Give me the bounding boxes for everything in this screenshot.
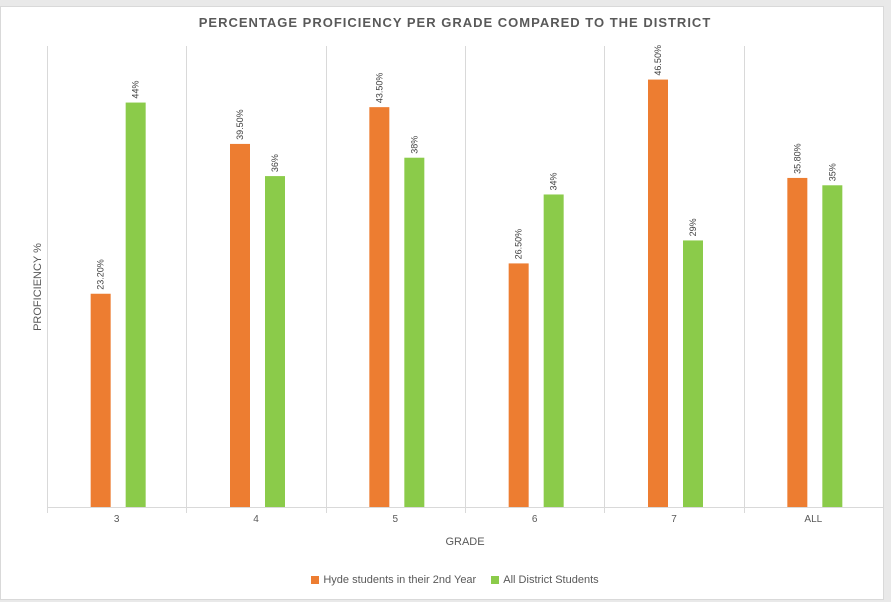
legend: Hyde students in their 2nd Year All Dist… — [0, 574, 891, 587]
legend-item-hyde: Hyde students in their 2nd Year — [311, 574, 476, 586]
data-label: 34% — [549, 172, 559, 190]
x-axis-label: GRADE — [445, 536, 485, 548]
data-label: 46.50% — [653, 45, 663, 76]
x-tick-label: 5 — [393, 514, 399, 525]
data-label: 44% — [131, 81, 141, 99]
bar-hyde — [369, 107, 390, 507]
legend-swatch-district — [491, 576, 500, 584]
x-tick-label: 3 — [114, 514, 120, 525]
chart-title: PERCENTAGE PROFICIENCY PER GRADE COMPARE… — [198, 15, 712, 30]
bar-hyde — [230, 143, 250, 507]
x-tick-label: 7 — [671, 514, 677, 525]
data-label: 23.20% — [96, 259, 106, 290]
legend-label-district: All District Students — [503, 574, 599, 586]
x-tick-label: 4 — [253, 514, 259, 525]
bar-district — [683, 240, 703, 508]
bar-district — [125, 102, 146, 508]
x-tick-label: 6 — [532, 514, 538, 525]
bar-hyde — [90, 293, 111, 507]
data-label: 43.50% — [374, 73, 384, 104]
legend-item-district: All District Students — [491, 574, 599, 586]
bar-district — [543, 194, 564, 508]
bar-district — [404, 157, 425, 507]
bar-hyde — [787, 177, 808, 507]
data-label: 35% — [827, 163, 837, 181]
bar-hyde — [508, 263, 529, 507]
data-label: 39.50% — [235, 109, 245, 140]
bar-district — [265, 176, 285, 507]
data-label: 29% — [688, 218, 698, 236]
legend-swatch-hyde — [311, 576, 320, 584]
data-label: 26.50% — [514, 229, 524, 260]
data-label: 36% — [270, 154, 280, 172]
bar-district — [822, 185, 843, 507]
x-tick-label: ALL — [804, 514, 822, 525]
chart-frame — [0, 6, 884, 600]
data-label: 35.80% — [792, 143, 802, 174]
bar-hyde — [648, 79, 668, 508]
legend-label-hyde: Hyde students in their 2nd Year — [323, 574, 477, 586]
data-label: 38% — [409, 136, 419, 154]
